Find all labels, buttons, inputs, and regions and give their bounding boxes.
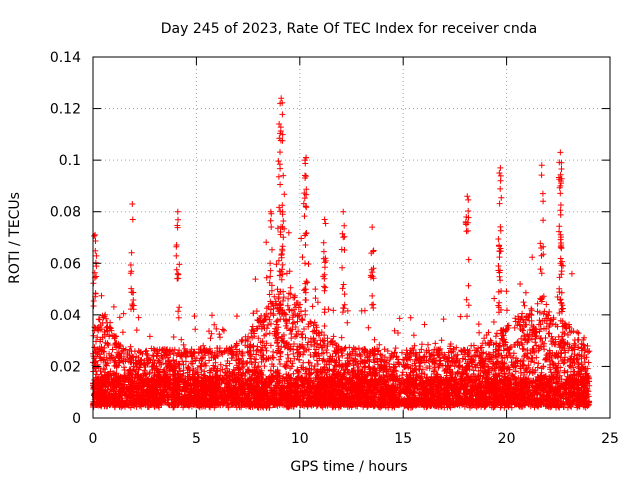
outlier-point (303, 154, 310, 161)
outlier-point (369, 224, 376, 231)
outlier-point (496, 170, 503, 177)
outlier-point (558, 159, 565, 166)
y-tick-label: 0.04 (50, 308, 81, 324)
outlier-point (464, 193, 471, 200)
y-tick-label: 0 (72, 411, 81, 427)
outlier-point (301, 157, 308, 164)
outlier-point (321, 216, 328, 223)
x-tick-label: 25 (601, 431, 619, 447)
y-tick-label: 0.08 (50, 205, 81, 221)
y-tick-labels: 0 0.02 0.04 0.06 0.08 0.1 0.12 0.14 (50, 50, 81, 427)
plot-frame (92, 56, 611, 419)
y-tick-label: 0.12 (50, 102, 81, 118)
x-tick-label: 10 (291, 431, 309, 447)
outlier-point (278, 95, 285, 102)
x-tick-label: 20 (498, 431, 516, 447)
y-axis-label: ROTI / TECUs (7, 192, 23, 284)
y-tick-label: 0.14 (50, 50, 81, 66)
outlier-point (280, 172, 287, 179)
chart-title: Day 245 of 2023, Rate Of TEC Index for r… (161, 21, 537, 37)
outlier-point (129, 200, 136, 207)
y-tick-label: 0.1 (59, 153, 81, 169)
outlier-point (497, 164, 504, 171)
y-tick-label: 0.02 (50, 359, 81, 375)
roti-markers (90, 99, 593, 411)
outlier-point (267, 208, 274, 215)
outlier-point (557, 149, 564, 156)
x-axis-label: GPS time / hours (290, 459, 407, 475)
y-tick-label: 0.06 (50, 256, 81, 272)
outlier-point (276, 121, 283, 128)
outlier-point (538, 162, 545, 169)
x-tick-label: 5 (192, 431, 201, 447)
data-points (90, 95, 593, 411)
outlier-point (174, 208, 181, 215)
outlier-point (340, 208, 347, 215)
outlier-point (277, 100, 284, 107)
x-tick-label: 15 (394, 431, 412, 447)
x-tick-labels: 0 5 10 15 20 25 (89, 431, 619, 447)
x-tick-label: 0 (89, 431, 98, 447)
axis-ticks (92, 56, 611, 419)
outlier-point (557, 182, 564, 189)
